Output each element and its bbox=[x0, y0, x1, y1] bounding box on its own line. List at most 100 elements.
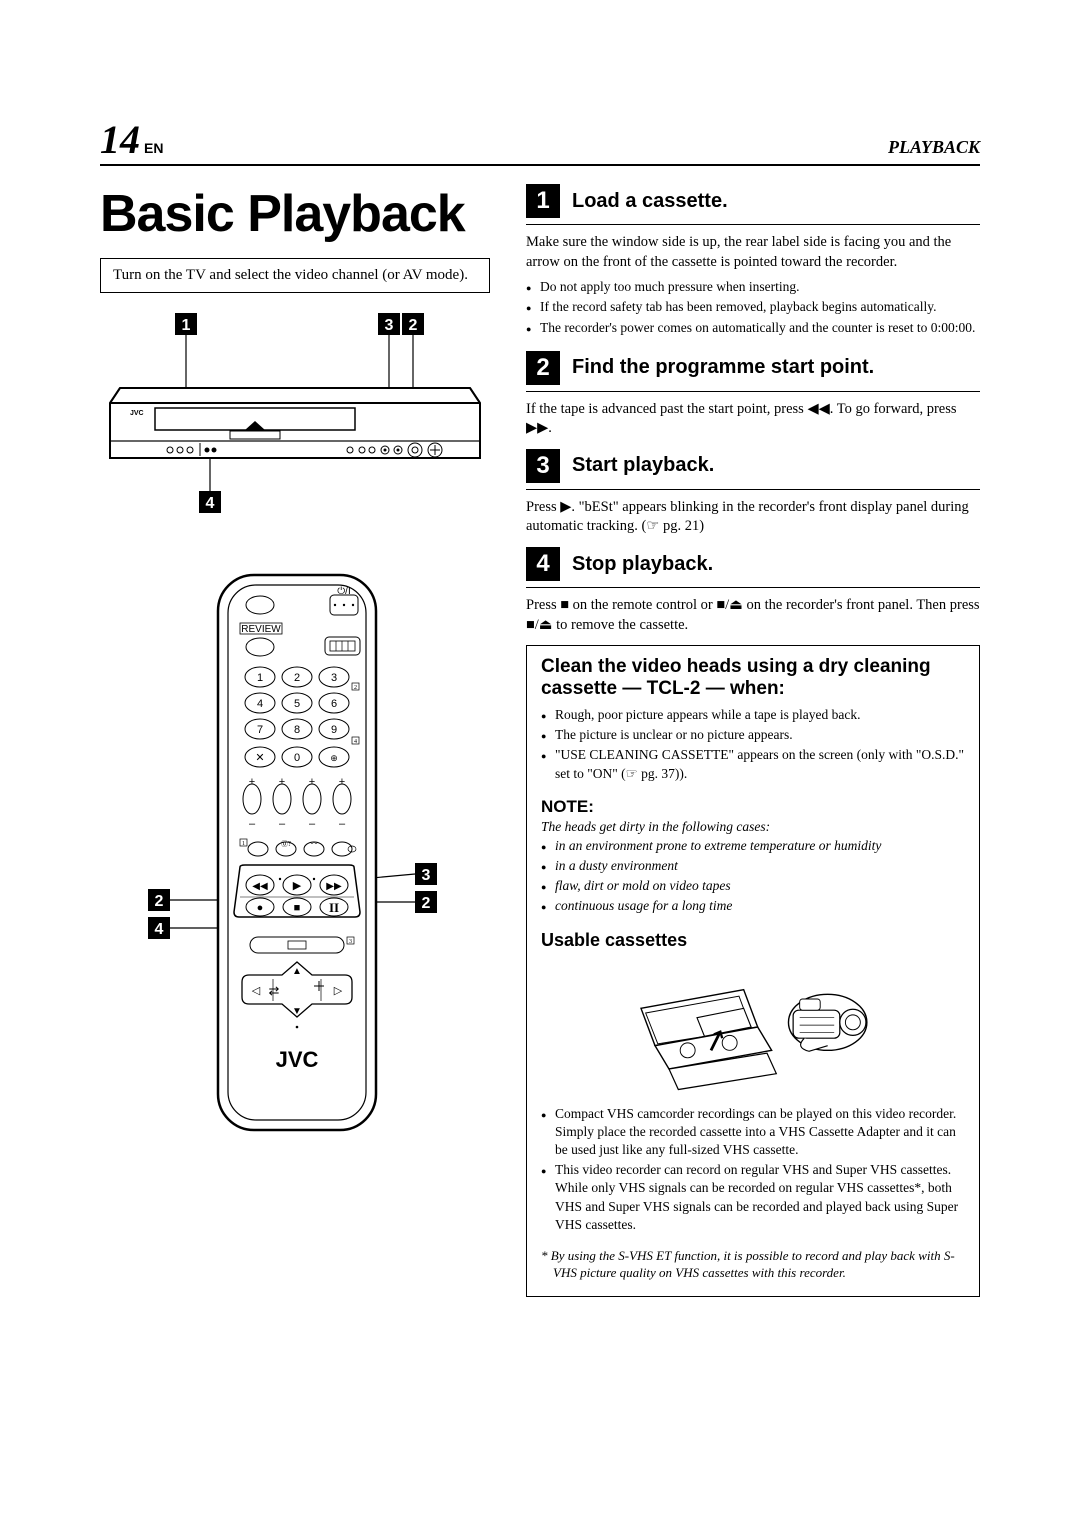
step-1: 1 Load a cassette. Make sure the window … bbox=[526, 184, 980, 337]
svg-text:1: 1 bbox=[257, 672, 263, 684]
step-1-body: Make sure the window side is up, the rea… bbox=[526, 233, 980, 272]
svg-text:2: 2 bbox=[294, 672, 300, 684]
cassette-diagram bbox=[541, 957, 965, 1097]
svg-text:2: 2 bbox=[354, 685, 357, 691]
intro-box: Turn on the TV and select the video chan… bbox=[100, 258, 490, 293]
step-2-title: Find the programme start point. bbox=[572, 356, 874, 379]
svg-text:–: – bbox=[249, 818, 256, 830]
section-title: PLAYBACK bbox=[888, 137, 980, 158]
svg-text:◀◀: ◀◀ bbox=[252, 881, 268, 892]
svg-text:0: 0 bbox=[294, 752, 300, 764]
svg-text:+: + bbox=[249, 776, 255, 788]
right-column: 1 Load a cassette. Make sure the window … bbox=[526, 184, 980, 1297]
svg-text:3: 3 bbox=[349, 939, 352, 945]
list-item: in an environment prone to extreme tempe… bbox=[541, 837, 965, 855]
content-columns: Basic Playback Turn on the TV and select… bbox=[100, 184, 980, 1297]
svg-text:●: ● bbox=[257, 902, 264, 914]
list-item: The recorder's power comes on automatica… bbox=[526, 319, 980, 337]
note-label: NOTE: bbox=[541, 797, 965, 817]
svg-text:–: – bbox=[309, 818, 316, 830]
svg-text:⓪?: ⓪? bbox=[281, 840, 291, 848]
note-lead: The heads get dirty in the following cas… bbox=[541, 819, 965, 835]
svg-text:4: 4 bbox=[354, 739, 357, 745]
list-item: Rough, poor picture appears while a tape… bbox=[541, 706, 965, 724]
step-4-title: Stop playback. bbox=[572, 553, 713, 576]
svg-text:7: 7 bbox=[257, 724, 263, 736]
list-item: The picture is unclear or no picture app… bbox=[541, 726, 965, 744]
step-1-bullets: Do not apply too much pressure when inse… bbox=[526, 278, 980, 337]
step-4-badge: 4 bbox=[526, 547, 560, 581]
svg-text:2: 2 bbox=[409, 317, 418, 334]
svg-text:II: II bbox=[329, 900, 339, 915]
svg-text:6: 6 bbox=[331, 698, 337, 710]
svg-text:▶: ▶ bbox=[293, 880, 302, 892]
page-number: 14 bbox=[100, 117, 140, 162]
svg-text:+: + bbox=[309, 776, 315, 788]
svg-text:9: 9 bbox=[331, 724, 337, 736]
svg-text:3: 3 bbox=[331, 672, 337, 684]
step-1-badge: 1 bbox=[526, 184, 560, 218]
svg-text:REVIEW: REVIEW bbox=[241, 624, 281, 635]
svg-text:4: 4 bbox=[257, 698, 263, 710]
step-2: 2 Find the programme start point. If the… bbox=[526, 351, 980, 439]
svg-text:+: + bbox=[279, 776, 285, 788]
svg-text:1: 1 bbox=[182, 317, 191, 334]
step-3-body: Press ▶. "bESt" appears blinking in the … bbox=[526, 498, 980, 537]
svg-text:2: 2 bbox=[422, 895, 431, 912]
page-number-block: 14EN bbox=[100, 120, 163, 160]
step-3: 3 Start playback. Press ▶. "bESt" appear… bbox=[526, 449, 980, 537]
usable-heading: Usable cassettes bbox=[541, 930, 965, 951]
svg-text:JVC: JVC bbox=[130, 410, 144, 417]
list-item: continuous usage for a long time bbox=[541, 897, 965, 915]
svg-text:2: 2 bbox=[155, 893, 164, 910]
svg-text:–: – bbox=[279, 818, 286, 830]
cleaning-bullets: Rough, poor picture appears while a tape… bbox=[541, 706, 965, 783]
svg-text:JVC: JVC bbox=[276, 1047, 319, 1072]
svg-text:3: 3 bbox=[422, 867, 431, 884]
page-title: Basic Playback bbox=[100, 184, 490, 244]
svg-text:■: ■ bbox=[294, 902, 301, 914]
list-item: flaw, dirt or mold on video tapes bbox=[541, 877, 965, 895]
svg-text:–: – bbox=[339, 818, 346, 830]
svg-text:〰: 〰 bbox=[310, 839, 318, 848]
page-header: 14EN PLAYBACK bbox=[100, 120, 980, 166]
svg-text:5: 5 bbox=[294, 698, 300, 710]
list-item: If the record safety tab has been remove… bbox=[526, 298, 980, 316]
left-column: Basic Playback Turn on the TV and select… bbox=[100, 184, 490, 1297]
step-3-badge: 3 bbox=[526, 449, 560, 483]
step-2-body: If the tape is advanced past the start p… bbox=[526, 400, 980, 439]
step-2-badge: 2 bbox=[526, 351, 560, 385]
list-item: Compact VHS camcorder recordings can be … bbox=[541, 1105, 965, 1160]
svg-text:▲: ▲ bbox=[292, 966, 302, 977]
svg-text:3: 3 bbox=[385, 317, 394, 334]
svg-text:4: 4 bbox=[206, 495, 215, 512]
svg-text:+: + bbox=[339, 776, 345, 788]
svg-text:▶▶: ▶▶ bbox=[326, 881, 342, 892]
step-3-title: Start playback. bbox=[572, 454, 714, 477]
usable-bullets: Compact VHS camcorder recordings can be … bbox=[541, 1105, 965, 1235]
vcr-diagram: 1 3 2 bbox=[100, 313, 490, 533]
svg-text:◁: ◁ bbox=[252, 985, 261, 997]
list-item: in a dusty environment bbox=[541, 857, 965, 875]
svg-text:⏻/I: ⏻/I bbox=[337, 586, 350, 597]
svg-text:▼: ▼ bbox=[292, 1006, 302, 1017]
cleaning-info-box: Clean the video heads using a dry cleani… bbox=[526, 645, 980, 1297]
list-item: Do not apply too much pressure when inse… bbox=[526, 278, 980, 296]
svg-text:⇄: ⇄ bbox=[269, 983, 280, 998]
step-4-body: Press ■ on the remote control or ■/⏏ on … bbox=[526, 596, 980, 635]
step-4: 4 Stop playback. Press ■ on the remote c… bbox=[526, 547, 980, 635]
note-bullets: in an environment prone to extreme tempe… bbox=[541, 837, 965, 916]
footnote: * By using the S-VHS ET function, it is … bbox=[541, 1248, 965, 1282]
svg-text:8: 8 bbox=[294, 724, 300, 736]
cleaning-heading: Clean the video heads using a dry cleani… bbox=[541, 656, 965, 700]
svg-text:✕: ✕ bbox=[255, 752, 264, 764]
list-item: "USE CLEANING CASSETTE" appears on the s… bbox=[541, 746, 965, 782]
page-lang: EN bbox=[144, 140, 163, 156]
svg-text:⊕: ⊕ bbox=[330, 753, 338, 763]
svg-text:1: 1 bbox=[242, 841, 245, 847]
svg-text:4: 4 bbox=[155, 921, 164, 938]
step-1-title: Load a cassette. bbox=[572, 190, 728, 213]
svg-text:▷: ▷ bbox=[334, 985, 343, 997]
list-item: This video recorder can record on regula… bbox=[541, 1161, 965, 1234]
remote-diagram: 2 4 3 2 ⏻/I bbox=[100, 567, 490, 1147]
